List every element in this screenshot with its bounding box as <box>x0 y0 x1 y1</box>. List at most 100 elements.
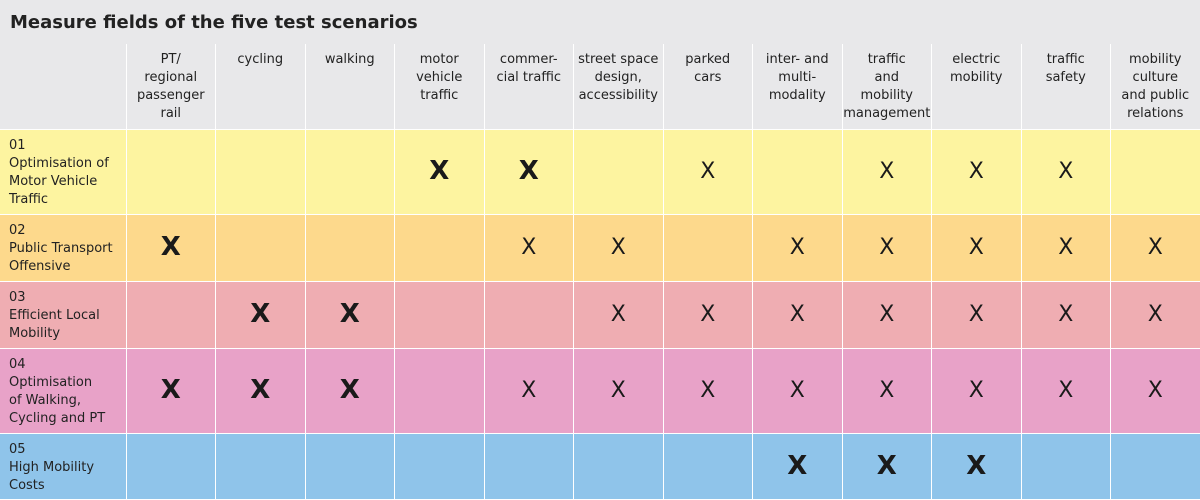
mark-cell <box>395 214 485 281</box>
table-title: Measure fields of the five test scenario… <box>10 12 418 33</box>
strong-mark: X <box>161 375 181 405</box>
mark-cell: X <box>1111 281 1200 348</box>
mark-cell: X <box>932 129 1022 214</box>
mark-cell <box>484 281 574 348</box>
mark-cell: X <box>574 214 664 281</box>
light-mark: X <box>611 235 626 260</box>
strong-mark: X <box>250 375 270 405</box>
scenario-number: 03 <box>9 289 122 307</box>
mark-cell: X <box>1111 214 1200 281</box>
title-bar: Measure fields of the five test scenario… <box>0 0 1200 44</box>
mark-cell: X <box>932 348 1022 433</box>
light-mark: X <box>700 302 715 327</box>
mark-cell <box>1111 433 1200 499</box>
light-mark: X <box>1148 235 1163 260</box>
light-mark: X <box>790 302 805 327</box>
light-mark: X <box>969 235 984 260</box>
strong-mark: X <box>250 299 270 329</box>
mark-cell <box>663 214 753 281</box>
mark-cell: X <box>1111 348 1200 433</box>
mark-cell: X <box>842 348 932 433</box>
mark-cell: X <box>484 348 574 433</box>
mark-cell: X <box>842 433 932 499</box>
strong-mark: X <box>877 451 897 481</box>
strong-mark: X <box>161 232 181 262</box>
mark-cell: X <box>305 348 395 433</box>
light-mark: X <box>700 159 715 184</box>
mark-cell: X <box>932 281 1022 348</box>
mark-cell <box>216 129 306 214</box>
mark-cell: X <box>842 129 932 214</box>
mark-cell: X <box>305 281 395 348</box>
light-mark: X <box>521 378 536 403</box>
strong-mark: X <box>519 156 539 186</box>
strong-mark: X <box>966 451 986 481</box>
mark-cell <box>216 433 306 499</box>
column-header: commer-cial traffic <box>484 44 574 129</box>
light-mark: X <box>1148 378 1163 403</box>
mark-cell <box>216 214 306 281</box>
strong-mark: X <box>787 451 807 481</box>
mark-cell: X <box>932 214 1022 281</box>
mark-cell <box>126 433 216 499</box>
mark-cell <box>305 214 395 281</box>
mark-cell: X <box>216 348 306 433</box>
light-mark: X <box>1058 378 1073 403</box>
scenario-number: 04 <box>9 356 122 374</box>
strong-mark: X <box>340 375 360 405</box>
mark-cell: X <box>663 348 753 433</box>
mark-cell <box>395 281 485 348</box>
corner-cell <box>0 44 126 129</box>
mark-cell: X <box>126 348 216 433</box>
mark-cell <box>395 348 485 433</box>
mark-cell: X <box>753 214 843 281</box>
mark-cell <box>663 433 753 499</box>
light-mark: X <box>611 378 626 403</box>
mark-cell: X <box>484 214 574 281</box>
scenario-number: 02 <box>9 222 122 240</box>
mark-cell: X <box>1021 281 1111 348</box>
mark-cell <box>1021 433 1111 499</box>
column-header: walking <box>305 44 395 129</box>
mark-cell <box>305 129 395 214</box>
light-mark: X <box>521 235 536 260</box>
light-mark: X <box>700 378 715 403</box>
mark-cell: X <box>842 214 932 281</box>
mark-cell: X <box>216 281 306 348</box>
mark-cell <box>1111 129 1200 214</box>
mark-cell: X <box>663 281 753 348</box>
light-mark: X <box>1058 159 1073 184</box>
column-header: cycling <box>216 44 306 129</box>
light-mark: X <box>1058 302 1073 327</box>
mark-cell: X <box>574 348 664 433</box>
light-mark: X <box>969 159 984 184</box>
mark-cell: X <box>395 129 485 214</box>
mark-cell: X <box>574 281 664 348</box>
mark-cell <box>484 433 574 499</box>
mark-cell: X <box>663 129 753 214</box>
light-mark: X <box>611 302 626 327</box>
mark-cell: X <box>126 214 216 281</box>
mark-cell <box>574 433 664 499</box>
light-mark: X <box>969 302 984 327</box>
mark-cell: X <box>484 129 574 214</box>
mark-cell: X <box>753 433 843 499</box>
mark-cell: X <box>842 281 932 348</box>
